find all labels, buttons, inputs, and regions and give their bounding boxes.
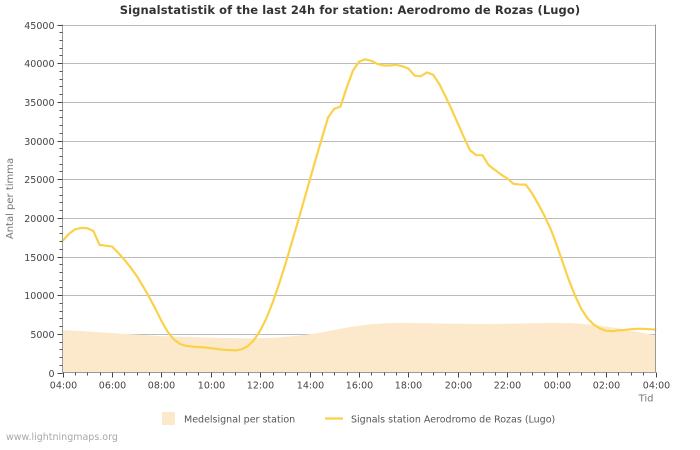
- svg-text:16:00: 16:00: [346, 381, 373, 392]
- svg-text:08:00: 08:00: [148, 381, 175, 392]
- svg-text:40000: 40000: [24, 59, 54, 70]
- svg-text:35000: 35000: [24, 98, 54, 109]
- y-axis-tick-labels: 0 5000 10000 15000 20000 25000 30000 35000 40000…: [24, 21, 54, 380]
- axes: [62, 24, 656, 373]
- y-axis-title: Antal per timma: [5, 158, 16, 239]
- svg-text:22:00: 22:00: [494, 381, 521, 392]
- legend-item[interactable]: Medelsignal per station: [162, 412, 295, 426]
- x-axis-title: Tid: [638, 394, 654, 405]
- legend-item[interactable]: Signals station Aerodromo de Rozas (Lugo…: [325, 415, 555, 426]
- svg-text:18:00: 18:00: [395, 381, 422, 392]
- legend-label: Medelsignal per station: [184, 415, 295, 426]
- legend-swatch: [162, 412, 175, 425]
- tick-marks: [57, 25, 657, 378]
- grid-lines: [62, 25, 656, 335]
- svg-text:5000: 5000: [30, 330, 54, 341]
- svg-text:30000: 30000: [24, 137, 54, 148]
- svg-text:20:00: 20:00: [445, 381, 472, 392]
- axis-titles: Antal per timma Tid: [5, 158, 654, 405]
- svg-text:04:00: 04:00: [643, 381, 670, 392]
- svg-text:12:00: 12:00: [247, 381, 274, 392]
- svg-text:45000: 45000: [24, 21, 54, 32]
- svg-text:15000: 15000: [24, 253, 54, 264]
- chart-title: Signalstatistik of the last 24h for stat…: [119, 3, 581, 17]
- svg-text:00:00: 00:00: [544, 381, 571, 392]
- svg-text:14:00: 14:00: [297, 381, 324, 392]
- svg-text:0: 0: [48, 369, 54, 380]
- x-axis-tick-labels: 04:00 06:00 08:00 10:00 12:00 14:00 16:00 18:00…: [50, 381, 670, 392]
- svg-text:04:00: 04:00: [50, 381, 77, 392]
- line-series-signals: [61, 58, 657, 352]
- svg-text:10:00: 10:00: [198, 381, 225, 392]
- area-series-medelsignal: [62, 323, 656, 373]
- svg-text:20000: 20000: [24, 214, 54, 225]
- svg-text:06:00: 06:00: [99, 381, 126, 392]
- watermark-link: www.lightningmaps.org: [6, 432, 118, 443]
- chart-legend: Medelsignal per station Signals station A…: [162, 412, 555, 426]
- svg-text:02:00: 02:00: [593, 381, 620, 392]
- svg-text:10000: 10000: [24, 291, 54, 302]
- legend-label: Signals station Aerodromo de Rozas (Lugo…: [351, 415, 555, 426]
- svg-text:25000: 25000: [24, 175, 54, 186]
